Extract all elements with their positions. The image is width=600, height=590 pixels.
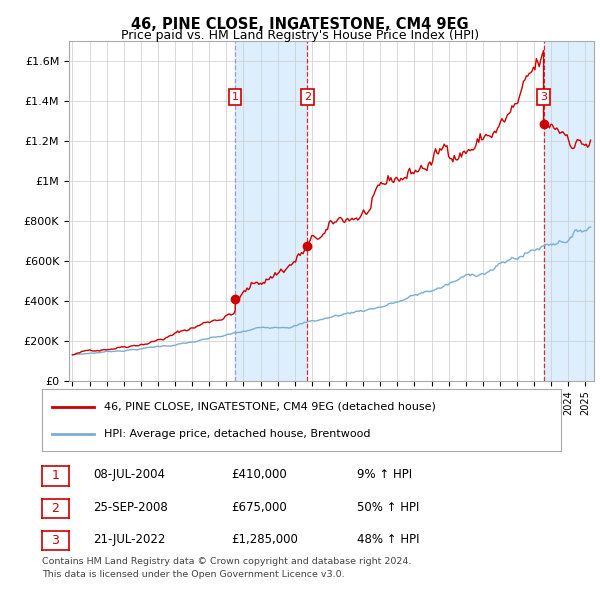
Text: 3: 3	[540, 92, 547, 102]
Bar	[544, 41, 594, 381]
Text: 25-SEP-2008: 25-SEP-2008	[93, 501, 168, 514]
Text: 3: 3	[52, 534, 59, 548]
Text: £1,285,000: £1,285,000	[231, 533, 298, 546]
Text: 08-JUL-2004: 08-JUL-2004	[93, 468, 165, 481]
Text: 2: 2	[304, 92, 311, 102]
Text: 1: 1	[52, 469, 59, 483]
Text: Contains HM Land Registry data © Crown copyright and database right 2024.: Contains HM Land Registry data © Crown c…	[42, 558, 412, 566]
Text: HPI: Average price, detached house, Brentwood: HPI: Average price, detached house, Bren…	[104, 429, 371, 439]
Text: 1: 1	[232, 92, 239, 102]
Bar	[235, 41, 307, 381]
Text: 48% ↑ HPI: 48% ↑ HPI	[357, 533, 419, 546]
Text: £675,000: £675,000	[231, 501, 287, 514]
Text: 50% ↑ HPI: 50% ↑ HPI	[357, 501, 419, 514]
Text: 9% ↑ HPI: 9% ↑ HPI	[357, 468, 412, 481]
Text: Price paid vs. HM Land Registry's House Price Index (HPI): Price paid vs. HM Land Registry's House …	[121, 30, 479, 42]
Text: 46, PINE CLOSE, INGATESTONE, CM4 9EG: 46, PINE CLOSE, INGATESTONE, CM4 9EG	[131, 17, 469, 31]
Text: 2: 2	[52, 502, 59, 515]
Text: 21-JUL-2022: 21-JUL-2022	[93, 533, 166, 546]
Text: £410,000: £410,000	[231, 468, 287, 481]
Text: 46, PINE CLOSE, INGATESTONE, CM4 9EG (detached house): 46, PINE CLOSE, INGATESTONE, CM4 9EG (de…	[104, 402, 436, 412]
Text: This data is licensed under the Open Government Licence v3.0.: This data is licensed under the Open Gov…	[42, 571, 344, 579]
